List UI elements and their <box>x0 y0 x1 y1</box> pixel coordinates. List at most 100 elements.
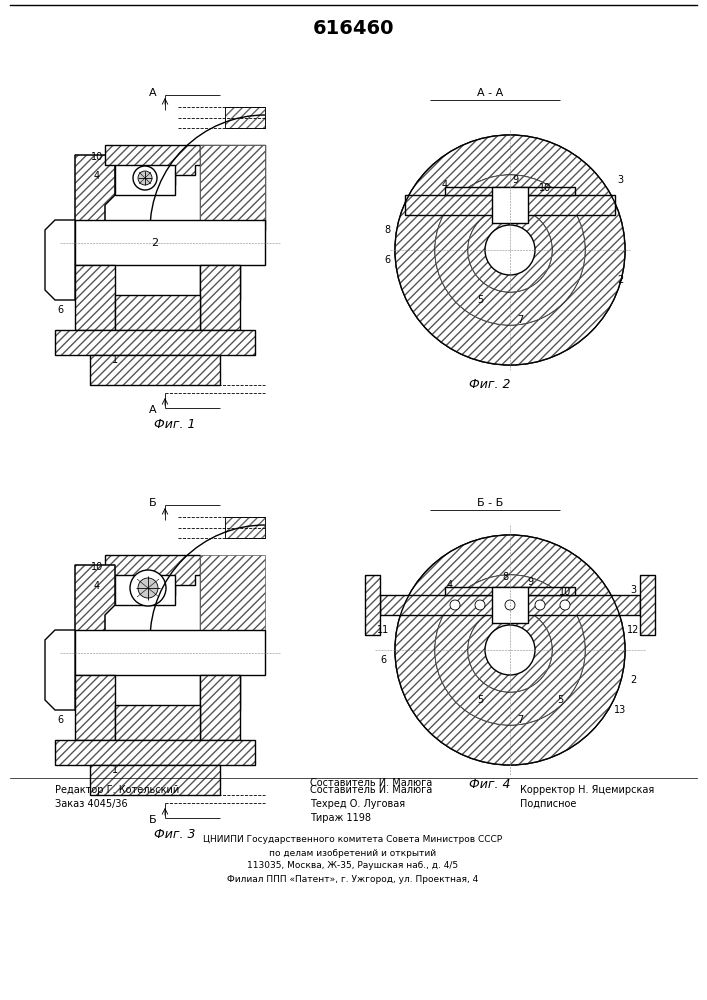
Polygon shape <box>445 187 575 195</box>
Circle shape <box>395 535 625 765</box>
Text: 7: 7 <box>517 715 523 725</box>
Text: 10: 10 <box>91 562 103 572</box>
Polygon shape <box>115 705 200 740</box>
Text: Филиал ППП «Патент», г. Ужгород, ул. Проектная, 4: Филиал ППП «Патент», г. Ужгород, ул. Про… <box>228 874 479 884</box>
Circle shape <box>395 535 625 765</box>
Polygon shape <box>200 555 265 640</box>
Polygon shape <box>380 595 640 615</box>
Polygon shape <box>200 145 265 230</box>
Text: Фиг. 3: Фиг. 3 <box>154 828 196 842</box>
Text: Фиг. 4: Фиг. 4 <box>469 778 510 792</box>
Text: Подписное: Подписное <box>520 799 576 809</box>
Text: Корректор Н. Яцемирская: Корректор Н. Яцемирская <box>520 785 654 795</box>
Polygon shape <box>200 565 240 710</box>
Text: Заказ 4045/36: Заказ 4045/36 <box>55 799 128 809</box>
Text: 1: 1 <box>112 355 118 365</box>
Text: 2: 2 <box>617 275 623 285</box>
Circle shape <box>138 578 158 598</box>
Text: 6: 6 <box>57 305 63 315</box>
Polygon shape <box>115 165 175 195</box>
Circle shape <box>505 600 515 610</box>
Polygon shape <box>75 675 115 740</box>
Circle shape <box>468 608 552 692</box>
Text: Техред О. Луговая: Техред О. Луговая <box>310 799 405 809</box>
Text: 10: 10 <box>539 183 551 193</box>
Text: Б: Б <box>149 815 157 825</box>
Polygon shape <box>200 265 240 330</box>
Polygon shape <box>75 265 115 330</box>
Text: 10: 10 <box>91 152 103 162</box>
Text: 2: 2 <box>630 675 636 685</box>
Text: 9: 9 <box>527 577 533 587</box>
Polygon shape <box>55 330 255 355</box>
Text: 12: 12 <box>627 625 639 635</box>
Text: 4: 4 <box>94 581 100 591</box>
Polygon shape <box>492 587 528 623</box>
Polygon shape <box>445 587 575 595</box>
Text: Составитель И. Малюга: Составитель И. Малюга <box>310 778 432 788</box>
Text: 5: 5 <box>477 695 483 705</box>
Polygon shape <box>45 630 75 710</box>
Polygon shape <box>75 155 115 300</box>
Text: ЦНИИПИ Государственного комитета Совета Министров СССР: ЦНИИПИ Государственного комитета Совета … <box>204 836 503 844</box>
Polygon shape <box>640 575 655 635</box>
Text: 3: 3 <box>617 175 623 185</box>
Text: 4: 4 <box>442 180 448 190</box>
Text: 6: 6 <box>57 715 63 725</box>
Text: 8: 8 <box>502 572 508 582</box>
Text: 5: 5 <box>557 695 563 705</box>
Polygon shape <box>75 565 115 710</box>
Circle shape <box>435 175 585 325</box>
Text: А - А: А - А <box>477 88 503 98</box>
Text: A: A <box>149 88 157 98</box>
Polygon shape <box>225 517 265 538</box>
Text: по делам изобретений и открытий: по делам изобретений и открытий <box>269 848 436 857</box>
Text: 3: 3 <box>630 585 636 595</box>
Polygon shape <box>365 575 380 635</box>
Text: Тираж 1198: Тираж 1198 <box>310 813 371 823</box>
Text: 6: 6 <box>380 655 386 665</box>
Circle shape <box>435 575 585 725</box>
Circle shape <box>395 135 625 365</box>
Text: 7: 7 <box>517 315 523 325</box>
Text: 6: 6 <box>384 255 390 265</box>
Text: 2: 2 <box>151 238 158 248</box>
Circle shape <box>560 600 570 610</box>
Text: 113035, Москва, Ж-35, Раушская наб., д. 4/5: 113035, Москва, Ж-35, Раушская наб., д. … <box>247 861 459 870</box>
Polygon shape <box>55 740 255 765</box>
Circle shape <box>435 175 585 325</box>
Circle shape <box>468 208 552 292</box>
Circle shape <box>485 225 535 275</box>
Polygon shape <box>105 145 200 185</box>
Text: 10: 10 <box>559 587 571 597</box>
Circle shape <box>535 600 545 610</box>
Circle shape <box>468 208 552 292</box>
Polygon shape <box>492 187 528 223</box>
Polygon shape <box>45 220 75 300</box>
Text: A: A <box>149 405 157 415</box>
Polygon shape <box>90 765 220 795</box>
Circle shape <box>395 135 625 365</box>
Text: Б - Б: Б - Б <box>477 498 503 508</box>
Circle shape <box>133 166 157 190</box>
Text: 11: 11 <box>377 625 389 635</box>
Polygon shape <box>105 555 200 595</box>
Text: Б: Б <box>149 498 157 508</box>
Text: 13: 13 <box>614 705 626 715</box>
Polygon shape <box>115 295 200 330</box>
Text: 616460: 616460 <box>312 18 394 37</box>
Text: 9: 9 <box>512 175 518 185</box>
Circle shape <box>475 600 485 610</box>
Circle shape <box>130 570 166 606</box>
Text: 4: 4 <box>94 171 100 181</box>
Text: 5: 5 <box>477 295 483 305</box>
Text: Фиг. 2: Фиг. 2 <box>469 378 510 391</box>
Text: Фиг. 1: Фиг. 1 <box>154 418 196 432</box>
Polygon shape <box>115 575 175 605</box>
Circle shape <box>468 608 552 692</box>
Text: Составитель И. Малюга: Составитель И. Малюга <box>310 785 432 795</box>
Polygon shape <box>75 630 265 675</box>
Circle shape <box>485 625 535 675</box>
Polygon shape <box>225 107 265 128</box>
Polygon shape <box>405 195 615 215</box>
